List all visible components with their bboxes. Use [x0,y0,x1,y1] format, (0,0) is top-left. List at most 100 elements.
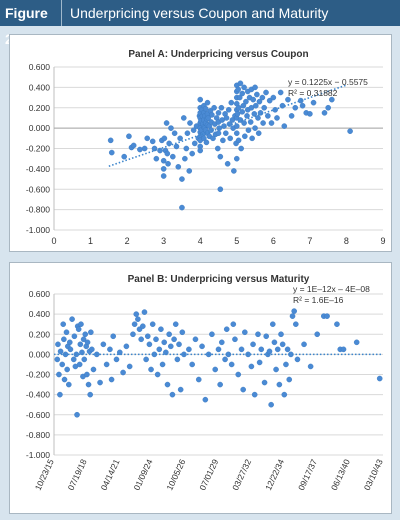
data-point [160,166,167,172]
data-point [100,341,107,348]
data-point [66,381,72,388]
data-point [79,349,85,356]
data-point [250,341,256,348]
data-point [54,356,61,363]
data-point [160,173,167,179]
x-tick-label: 9 [380,236,385,246]
data-point [88,329,94,336]
data-point [174,356,181,363]
data-point [252,84,258,91]
data-point [234,111,241,117]
x-tick-label: 5 [234,236,239,246]
data-point [141,145,148,152]
data-point [248,363,255,370]
data-point [215,130,222,137]
data-point [157,147,163,154]
data-point [235,104,242,111]
panel-a: Panel A: Underpricing versus Coupon 0.600… [9,34,392,252]
data-point [261,379,268,386]
data-point [84,371,90,378]
data-point [164,381,171,388]
data-point [161,339,168,346]
data-point [138,336,144,343]
data-point [223,130,229,137]
data-point [263,333,270,340]
data-point [268,401,274,408]
figure-title: Underpricing versus Coupon and Maturity [70,5,329,21]
data-point [238,346,245,353]
data-point [273,366,279,373]
data-point [283,361,289,368]
data-point [202,105,209,112]
data-point [175,164,182,170]
data-point [144,333,151,340]
data-point [74,411,80,418]
data-point [123,343,130,350]
data-point [269,321,276,327]
data-point [250,96,257,103]
data-point [75,326,82,333]
data-point [268,120,275,126]
data-point [180,115,187,121]
data-point [265,113,271,119]
data-point [205,115,212,121]
data-point [239,109,246,115]
data-point [57,348,64,355]
x-tick-label: 07/01/29 [197,457,220,491]
data-point [266,348,273,355]
data-point [195,376,202,383]
data-point [215,110,222,116]
data-point [60,321,67,327]
data-point [324,313,330,319]
data-point [245,127,252,133]
data-point [376,375,383,382]
data-point [271,339,278,346]
data-point [71,333,78,340]
data-point [294,356,301,363]
data-point [144,135,151,142]
trend-annotation: R² = 1.6E–16 [293,295,344,305]
data-point [182,155,188,162]
data-point [252,102,259,109]
y-tick-label: -0.200 [26,370,50,380]
data-point [163,349,169,356]
data-point [168,125,174,131]
data-point [159,361,166,368]
data-point [89,346,95,353]
data-point [203,139,210,146]
data-point [63,329,70,336]
y-tick-label: 0.000 [29,349,51,359]
data-point [160,157,167,164]
data-point [238,145,244,152]
data-point [209,112,215,118]
data-point [141,309,148,315]
y-tick-label: -0.800 [26,205,50,215]
data-point [274,115,280,121]
data-point [236,94,243,101]
y-tick-label: -0.600 [26,410,50,420]
data-point [179,204,185,211]
y-tick-label: -0.400 [26,164,50,174]
data-point [108,149,115,156]
data-point [277,89,284,96]
chart-title: Panel A: Underpricing versus Coupon [128,49,308,60]
x-tick-label: 12/22/34 [263,457,286,491]
trend-annotation: y = 0.1225x − 0.5575 [288,77,368,87]
data-point [223,115,230,121]
y-tick-label: -0.600 [26,184,50,194]
data-point [259,94,266,101]
data-point [153,336,159,343]
data-point [170,153,176,160]
data-point [143,356,149,363]
data-point [165,160,171,167]
data-point [103,361,110,368]
x-tick-label: 6 [271,236,276,246]
data-point [252,125,258,131]
y-tick-label: -1.000 [26,225,50,235]
y-tick-label: 0.600 [29,289,51,299]
data-point [233,130,240,137]
x-tick-label: 03/10/43 [362,457,385,491]
data-point [107,137,114,144]
x-tick-label: 4 [198,236,203,246]
